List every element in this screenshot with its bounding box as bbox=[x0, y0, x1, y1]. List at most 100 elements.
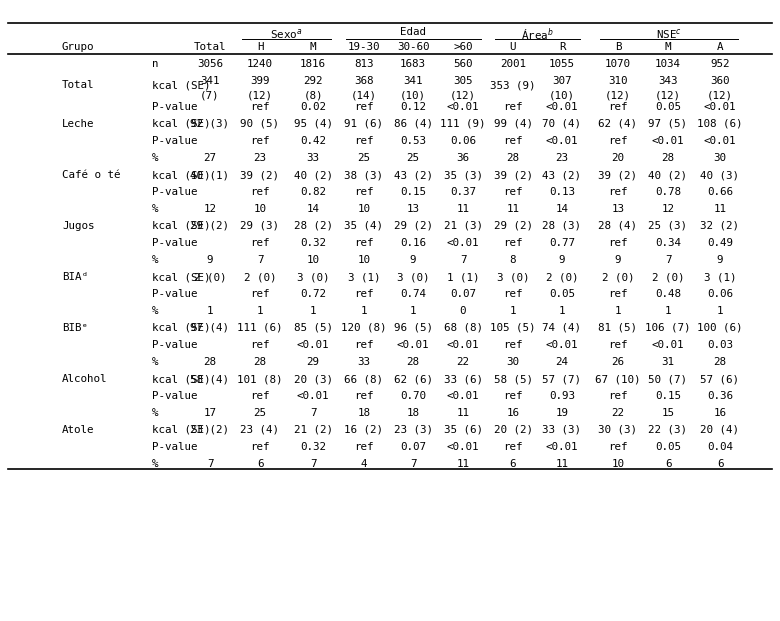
Text: <0.01: <0.01 bbox=[296, 391, 329, 401]
Text: 368: 368 bbox=[354, 76, 374, 86]
Text: <0.01: <0.01 bbox=[447, 238, 479, 248]
Text: 1055: 1055 bbox=[549, 59, 575, 69]
Text: 18: 18 bbox=[357, 408, 370, 418]
Text: 101 (8): 101 (8) bbox=[237, 374, 282, 384]
Text: 28: 28 bbox=[661, 153, 675, 163]
Text: %: % bbox=[152, 306, 158, 316]
Text: >60: >60 bbox=[453, 42, 473, 52]
Text: Atole: Atole bbox=[62, 425, 94, 435]
Text: 1: 1 bbox=[615, 306, 621, 316]
Text: Café o té: Café o té bbox=[62, 170, 120, 180]
Text: ref: ref bbox=[250, 136, 270, 146]
Text: 2 (0): 2 (0) bbox=[546, 272, 578, 282]
Text: <0.01: <0.01 bbox=[704, 102, 736, 112]
Text: ref: ref bbox=[354, 102, 374, 112]
Text: 10: 10 bbox=[612, 459, 625, 469]
Text: Total: Total bbox=[193, 42, 226, 52]
Text: ref: ref bbox=[608, 238, 628, 248]
Text: Sexo$^a$: Sexo$^a$ bbox=[270, 27, 303, 41]
Text: ref: ref bbox=[608, 340, 628, 350]
Text: ref: ref bbox=[503, 238, 523, 248]
Text: Grupo: Grupo bbox=[62, 42, 94, 52]
Text: 305: 305 bbox=[453, 76, 473, 86]
Text: 24: 24 bbox=[555, 357, 569, 367]
Text: 23 (3): 23 (3) bbox=[393, 425, 432, 435]
Text: 6: 6 bbox=[717, 459, 723, 469]
Text: %: % bbox=[152, 459, 158, 469]
Text: P-value: P-value bbox=[152, 136, 197, 146]
Text: Edad: Edad bbox=[400, 27, 427, 37]
Text: <0.01: <0.01 bbox=[546, 340, 578, 350]
Text: 3 (0): 3 (0) bbox=[296, 272, 329, 282]
Text: 62 (4): 62 (4) bbox=[598, 119, 637, 129]
Text: 0.05: 0.05 bbox=[549, 289, 575, 299]
Text: 25: 25 bbox=[254, 408, 267, 418]
Text: 0.77: 0.77 bbox=[549, 238, 575, 248]
Text: 2 (0): 2 (0) bbox=[193, 272, 226, 282]
Text: 0.70: 0.70 bbox=[400, 391, 426, 401]
Text: B: B bbox=[615, 42, 621, 52]
Text: 16 (2): 16 (2) bbox=[345, 425, 384, 435]
Text: 86 (4): 86 (4) bbox=[393, 119, 432, 129]
Text: 11: 11 bbox=[456, 204, 470, 214]
Text: 9: 9 bbox=[558, 255, 566, 265]
Text: 30-60: 30-60 bbox=[397, 42, 429, 52]
Text: ref: ref bbox=[354, 289, 374, 299]
Text: 2001: 2001 bbox=[500, 59, 526, 69]
Text: (8): (8) bbox=[303, 91, 323, 101]
Text: 81 (5): 81 (5) bbox=[598, 323, 637, 333]
Text: 0.05: 0.05 bbox=[655, 442, 681, 452]
Text: 95 (4): 95 (4) bbox=[293, 119, 332, 129]
Text: 1070: 1070 bbox=[605, 59, 631, 69]
Text: 92 (3): 92 (3) bbox=[190, 119, 229, 129]
Text: 8: 8 bbox=[510, 255, 516, 265]
Text: 7: 7 bbox=[410, 459, 417, 469]
Text: 43 (2): 43 (2) bbox=[543, 170, 582, 180]
Text: 12: 12 bbox=[204, 204, 217, 214]
Text: 35 (3): 35 (3) bbox=[444, 170, 483, 180]
Text: P-value: P-value bbox=[152, 238, 197, 248]
Text: ref: ref bbox=[354, 187, 374, 197]
Text: 20 (3): 20 (3) bbox=[293, 374, 332, 384]
Text: 29 (2): 29 (2) bbox=[494, 221, 533, 231]
Text: kcal (SE): kcal (SE) bbox=[152, 170, 211, 180]
Text: ref: ref bbox=[250, 289, 270, 299]
Text: 0.82: 0.82 bbox=[300, 187, 326, 197]
Text: 11: 11 bbox=[714, 204, 726, 214]
Text: 20 (2): 20 (2) bbox=[494, 425, 533, 435]
Text: 16: 16 bbox=[506, 408, 519, 418]
Text: 30: 30 bbox=[506, 357, 519, 367]
Text: 43 (2): 43 (2) bbox=[393, 170, 432, 180]
Text: <0.01: <0.01 bbox=[447, 102, 479, 112]
Text: 0.53: 0.53 bbox=[400, 136, 426, 146]
Text: 32 (2): 32 (2) bbox=[700, 221, 739, 231]
Text: 28 (4): 28 (4) bbox=[598, 221, 637, 231]
Text: 85 (5): 85 (5) bbox=[293, 323, 332, 333]
Text: 26: 26 bbox=[612, 357, 625, 367]
Text: 74 (4): 74 (4) bbox=[543, 323, 582, 333]
Text: BIBᵉ: BIBᵉ bbox=[62, 323, 88, 333]
Text: 28 (2): 28 (2) bbox=[293, 221, 332, 231]
Text: 0.06: 0.06 bbox=[450, 136, 476, 146]
Text: (12): (12) bbox=[450, 91, 476, 101]
Text: 22: 22 bbox=[456, 357, 470, 367]
Text: 7: 7 bbox=[310, 408, 316, 418]
Text: 96 (5): 96 (5) bbox=[393, 323, 432, 333]
Text: 28: 28 bbox=[406, 357, 420, 367]
Text: 38 (3): 38 (3) bbox=[345, 170, 384, 180]
Text: 111 (6): 111 (6) bbox=[237, 323, 282, 333]
Text: ref: ref bbox=[250, 238, 270, 248]
Text: 0.07: 0.07 bbox=[400, 442, 426, 452]
Text: 10: 10 bbox=[357, 255, 370, 265]
Text: (10): (10) bbox=[400, 91, 426, 101]
Text: 13: 13 bbox=[406, 204, 420, 214]
Text: 40 (2): 40 (2) bbox=[293, 170, 332, 180]
Text: P-value: P-value bbox=[152, 442, 197, 452]
Text: ref: ref bbox=[503, 340, 523, 350]
Text: 11: 11 bbox=[506, 204, 519, 214]
Text: kcal (SE): kcal (SE) bbox=[152, 323, 211, 333]
Text: 33: 33 bbox=[357, 357, 370, 367]
Text: ref: ref bbox=[250, 102, 270, 112]
Text: n: n bbox=[152, 59, 158, 69]
Text: 292: 292 bbox=[303, 76, 323, 86]
